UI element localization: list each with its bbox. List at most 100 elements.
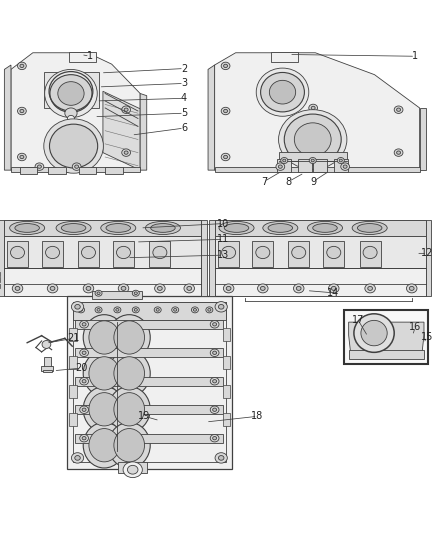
- Ellipse shape: [124, 151, 128, 154]
- Ellipse shape: [332, 286, 336, 290]
- Ellipse shape: [95, 290, 102, 296]
- Ellipse shape: [284, 114, 341, 165]
- Bar: [215, 236, 426, 268]
- Ellipse shape: [210, 406, 219, 414]
- Bar: [73, 302, 226, 320]
- Ellipse shape: [10, 221, 45, 235]
- Ellipse shape: [224, 223, 249, 232]
- Ellipse shape: [311, 106, 315, 110]
- Ellipse shape: [206, 307, 213, 313]
- Ellipse shape: [213, 351, 217, 354]
- Ellipse shape: [261, 286, 265, 290]
- Ellipse shape: [293, 284, 304, 293]
- Ellipse shape: [44, 119, 103, 173]
- Ellipse shape: [223, 155, 228, 159]
- Ellipse shape: [80, 406, 88, 414]
- Bar: [218, 241, 239, 268]
- Ellipse shape: [49, 124, 98, 168]
- Bar: [92, 290, 142, 300]
- Ellipse shape: [213, 322, 217, 326]
- Bar: [215, 220, 426, 236]
- Ellipse shape: [89, 393, 120, 426]
- Bar: [223, 356, 230, 369]
- Bar: [48, 167, 66, 174]
- Bar: [75, 320, 223, 329]
- Polygon shape: [11, 167, 140, 172]
- Ellipse shape: [279, 165, 282, 168]
- Ellipse shape: [82, 437, 86, 440]
- Bar: [277, 159, 291, 172]
- Text: 3: 3: [181, 78, 187, 88]
- Ellipse shape: [283, 159, 286, 162]
- Ellipse shape: [61, 223, 86, 232]
- Ellipse shape: [187, 286, 191, 290]
- Ellipse shape: [258, 284, 268, 293]
- Text: 1: 1: [412, 51, 418, 61]
- Ellipse shape: [108, 351, 150, 396]
- Ellipse shape: [97, 309, 100, 311]
- Ellipse shape: [58, 82, 84, 106]
- Bar: [215, 220, 426, 296]
- Ellipse shape: [12, 284, 23, 293]
- Ellipse shape: [114, 393, 145, 426]
- Bar: [4, 220, 201, 296]
- Bar: [69, 413, 77, 426]
- Ellipse shape: [46, 246, 60, 259]
- Ellipse shape: [37, 165, 41, 168]
- Text: 5: 5: [181, 108, 187, 118]
- Text: 12: 12: [421, 248, 433, 259]
- Bar: [223, 413, 230, 426]
- Ellipse shape: [116, 309, 119, 311]
- Bar: [42, 241, 63, 268]
- Bar: [209, 220, 215, 296]
- Ellipse shape: [223, 109, 228, 112]
- Bar: [118, 462, 147, 473]
- Ellipse shape: [47, 284, 58, 293]
- Ellipse shape: [213, 437, 217, 440]
- Ellipse shape: [354, 314, 394, 352]
- Ellipse shape: [89, 429, 120, 462]
- Ellipse shape: [71, 302, 84, 312]
- Bar: [274, 53, 294, 59]
- Ellipse shape: [210, 434, 219, 442]
- Polygon shape: [279, 152, 347, 160]
- Ellipse shape: [210, 349, 219, 357]
- Ellipse shape: [337, 158, 344, 164]
- Ellipse shape: [82, 322, 86, 326]
- Ellipse shape: [45, 69, 97, 118]
- Ellipse shape: [83, 314, 125, 360]
- Ellipse shape: [213, 408, 217, 411]
- Ellipse shape: [191, 307, 198, 313]
- Ellipse shape: [256, 68, 309, 116]
- Ellipse shape: [83, 284, 94, 293]
- Bar: [4, 220, 201, 236]
- Ellipse shape: [75, 456, 80, 460]
- Ellipse shape: [226, 286, 231, 290]
- Bar: [298, 159, 312, 172]
- Ellipse shape: [223, 284, 234, 293]
- Text: 21: 21: [67, 333, 80, 343]
- Ellipse shape: [263, 221, 298, 235]
- Ellipse shape: [313, 223, 337, 232]
- Bar: [4, 268, 201, 296]
- Ellipse shape: [80, 377, 88, 385]
- Text: 4: 4: [181, 93, 187, 103]
- Ellipse shape: [158, 286, 162, 290]
- Polygon shape: [103, 91, 140, 170]
- Text: 17: 17: [352, 316, 364, 325]
- Ellipse shape: [405, 328, 413, 336]
- Ellipse shape: [83, 423, 125, 468]
- Ellipse shape: [20, 109, 24, 112]
- Text: 2: 2: [181, 63, 187, 74]
- Ellipse shape: [213, 379, 217, 383]
- Ellipse shape: [108, 423, 150, 468]
- Ellipse shape: [89, 321, 120, 354]
- Ellipse shape: [89, 357, 120, 390]
- Bar: [69, 356, 77, 369]
- Ellipse shape: [80, 434, 88, 442]
- Ellipse shape: [20, 155, 24, 159]
- Ellipse shape: [156, 309, 159, 311]
- Bar: [113, 241, 134, 268]
- Ellipse shape: [118, 284, 129, 293]
- Ellipse shape: [72, 163, 81, 171]
